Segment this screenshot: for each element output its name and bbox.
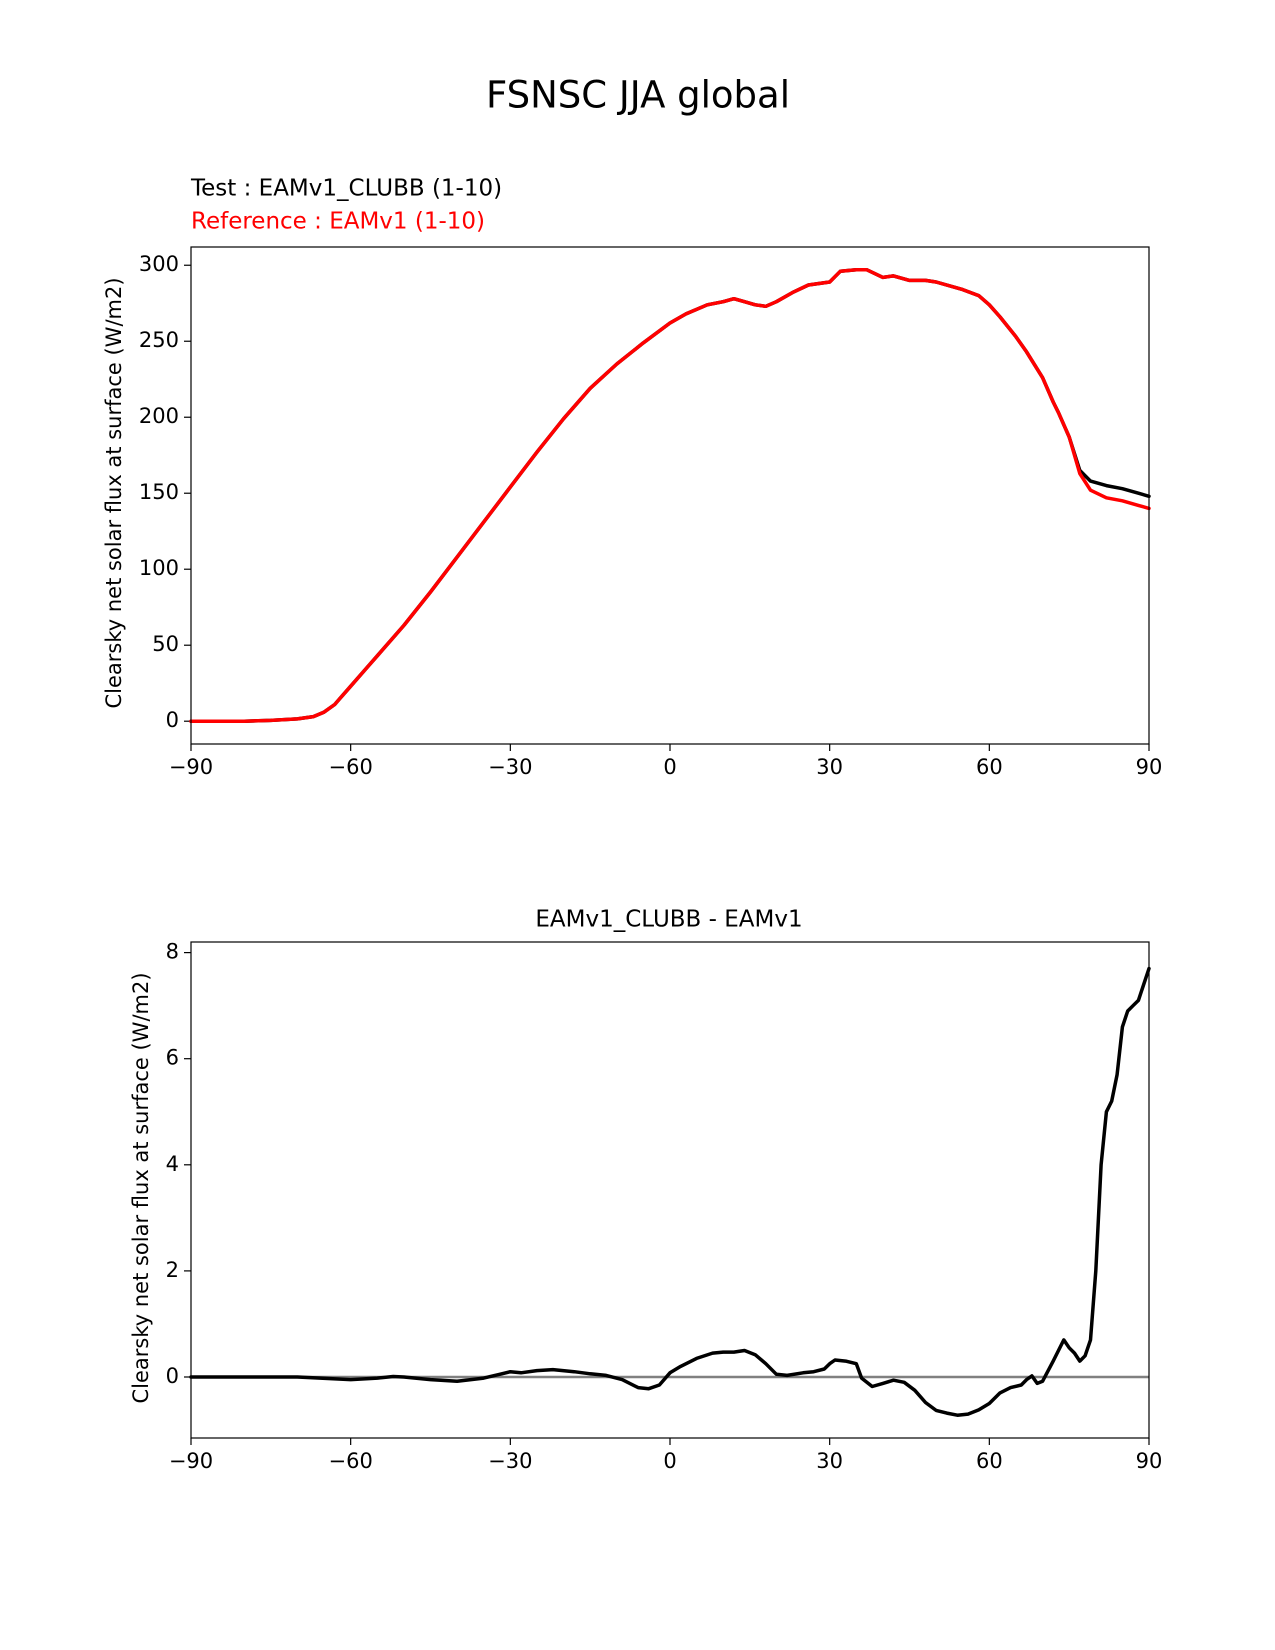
top-y-tick-label: 0 xyxy=(166,708,179,732)
top-series-reference-line xyxy=(189,268,1151,723)
top-y-tick-label: 300 xyxy=(139,252,179,276)
top-y-tick-label: 250 xyxy=(139,328,179,352)
top-x-tick-label: 90 xyxy=(1136,755,1163,779)
top-y-tick-label: 200 xyxy=(139,404,179,428)
bottom-y-axis-label: Clearsky net solar flux at surface (W/m2… xyxy=(129,972,153,1403)
top-x-tick-label: −90 xyxy=(169,755,213,779)
top-y-tick-label: 100 xyxy=(139,556,179,580)
figure-title: FSNSC JJA global xyxy=(486,74,790,117)
top-axis-ticks: −90 −60 −30 0 30 60 90 0 50 100 150 200 250 300 xyxy=(139,252,1162,779)
bottom-y-tick-label: 6 xyxy=(166,1046,179,1070)
bottom-series-difference-line xyxy=(189,966,1151,1417)
bottom-y-tick-label: 2 xyxy=(166,1258,179,1282)
bottom-x-tick-label: −90 xyxy=(169,1449,213,1473)
bottom-x-tick-label: 90 xyxy=(1136,1449,1163,1473)
bottom-panel: EAMv1_CLUBB - EAMv1 Clearsky net solar f… xyxy=(129,907,1162,1474)
bottom-axis-ticks: −90 −60 −30 0 30 60 90 0 2 4 6 8 xyxy=(166,940,1163,1473)
top-x-tick-label: 0 xyxy=(663,755,676,779)
bottom-y-tick-label: 4 xyxy=(166,1152,179,1176)
bottom-plot-lines xyxy=(189,966,1151,1417)
bottom-x-tick-label: 30 xyxy=(816,1449,843,1473)
top-x-tick-label: −30 xyxy=(488,755,532,779)
bottom-plot-frame xyxy=(190,941,1150,1439)
test-label: Test : EAMv1_CLUBB (1-10) xyxy=(190,176,502,202)
bottom-x-tick-label: −30 xyxy=(488,1449,532,1473)
top-panel: Test : EAMv1_CLUBB (1-10) Reference : EA… xyxy=(102,176,1162,780)
bottom-y-tick-label: 0 xyxy=(166,1364,179,1388)
bottom-subplot-title: EAMv1_CLUBB - EAMv1 xyxy=(535,907,802,933)
top-x-tick-label: 60 xyxy=(976,755,1003,779)
top-y-axis-label: Clearsky net solar flux at surface (W/m2… xyxy=(102,277,126,708)
bottom-x-tick-label: 0 xyxy=(663,1449,676,1473)
top-y-tick-label: 150 xyxy=(139,480,179,504)
bottom-y-tick-label: 8 xyxy=(166,940,179,964)
top-x-tick-label: −60 xyxy=(329,755,373,779)
bottom-x-tick-label: −60 xyxy=(329,1449,373,1473)
top-plot-lines xyxy=(189,268,1151,723)
top-x-tick-label: 30 xyxy=(816,755,843,779)
top-y-tick-label: 50 xyxy=(152,632,179,656)
top-plot-frame xyxy=(190,246,1150,745)
bottom-x-tick-label: 60 xyxy=(976,1449,1003,1473)
reference-label: Reference : EAMv1 (1-10) xyxy=(191,209,485,235)
